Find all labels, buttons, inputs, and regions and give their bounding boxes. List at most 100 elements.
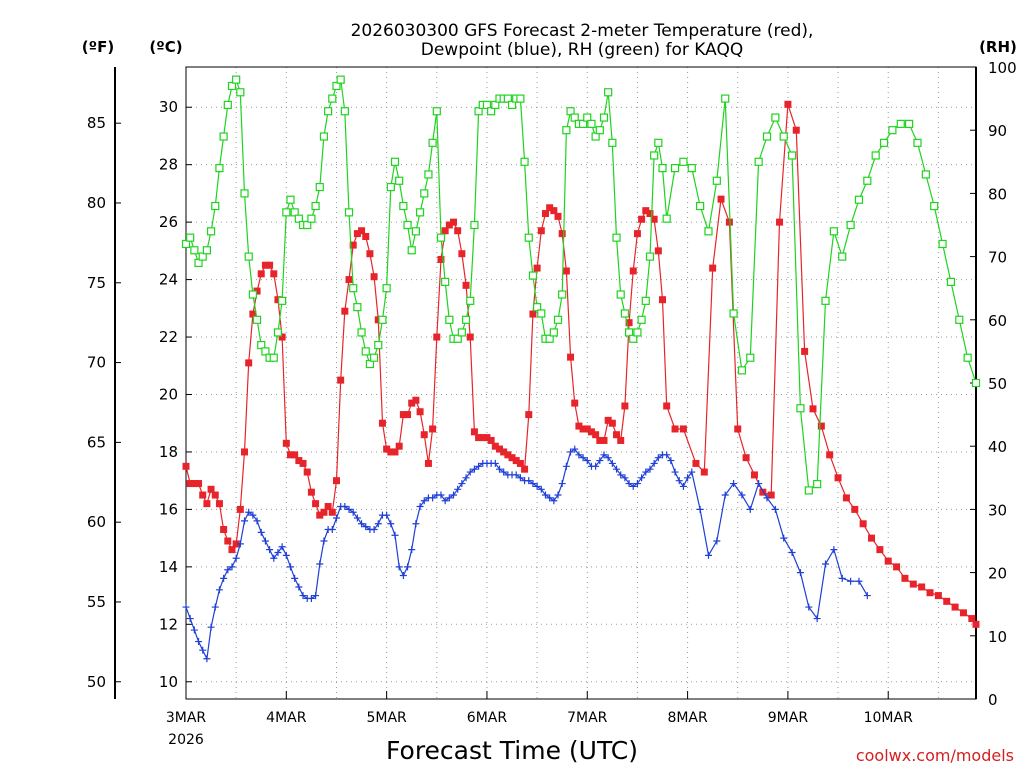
dewpoint-point xyxy=(395,563,403,571)
dewpoint-point xyxy=(328,526,336,534)
rh-point xyxy=(369,353,379,362)
dewpoint-point xyxy=(312,592,320,600)
celsius-tick-label: 22 xyxy=(159,328,178,346)
temperature-point xyxy=(353,230,361,238)
dewpoint-point xyxy=(704,551,712,559)
temperature-point xyxy=(236,505,244,513)
rh-point xyxy=(303,220,312,230)
temperature-point xyxy=(625,319,633,327)
rh-point xyxy=(813,480,822,489)
dewpoint-point xyxy=(362,523,370,531)
temperature-point xyxy=(312,500,320,508)
series-0 xyxy=(182,100,980,628)
dewpoint-point xyxy=(437,491,445,499)
rh-point xyxy=(654,138,663,147)
dewpoint-point xyxy=(529,480,537,488)
series-layer xyxy=(181,75,981,663)
rh-point xyxy=(240,189,249,198)
dewpoint-point xyxy=(546,494,554,502)
temperature-point xyxy=(918,583,926,591)
rh-tick-label: 80 xyxy=(988,185,1007,203)
temperature-point xyxy=(182,462,190,470)
rh-point xyxy=(403,220,412,230)
temperature-point xyxy=(959,609,967,617)
rh-point xyxy=(461,315,471,324)
temperature-point xyxy=(404,411,412,419)
fahrenheit-tick-label: 55 xyxy=(87,593,106,611)
rh-point xyxy=(599,113,609,122)
temperature-point xyxy=(525,411,533,419)
temperature-point xyxy=(324,503,332,511)
dewpoint-point xyxy=(738,491,746,499)
temperature-point xyxy=(554,212,562,220)
temperature-point xyxy=(692,459,700,467)
dewpoint-point xyxy=(796,569,804,577)
dewpoint-point xyxy=(316,560,324,568)
rh-point xyxy=(474,107,483,116)
rh-point xyxy=(282,208,291,217)
dewpoint-point xyxy=(516,474,524,482)
temperature-point xyxy=(186,480,194,488)
dewpoint-point xyxy=(207,623,215,631)
temperature-point xyxy=(533,264,541,272)
temperature-point xyxy=(441,227,449,235)
dewpoint-point xyxy=(625,480,633,488)
rh-point xyxy=(687,164,696,173)
rh-point xyxy=(729,309,738,318)
temperature-point xyxy=(257,270,265,278)
series-1 xyxy=(182,445,871,663)
temperature-point xyxy=(629,267,637,275)
dewpoint-point xyxy=(190,626,198,634)
rh-point xyxy=(181,239,191,249)
rh-point xyxy=(294,214,303,223)
temperature-point xyxy=(759,488,767,496)
dewpoint-point xyxy=(466,468,474,476)
rh-point xyxy=(390,157,400,166)
temperature-point xyxy=(646,210,654,218)
temperature-point xyxy=(512,457,520,465)
rh-point xyxy=(482,100,492,110)
dewpoint-point xyxy=(341,503,349,511)
rh-point xyxy=(520,157,529,166)
rh-point xyxy=(215,164,224,173)
temperature-point xyxy=(274,296,282,304)
temperature-point xyxy=(278,333,286,341)
dewpoint-point xyxy=(721,491,729,499)
dewpoint-point xyxy=(713,537,721,545)
dewpoint-point xyxy=(203,655,211,663)
x-tick-label: 6MAR xyxy=(467,710,508,726)
dewpoint-point xyxy=(650,459,658,467)
temperature-point xyxy=(399,411,407,419)
dewpoint-point xyxy=(282,551,290,559)
rh-point xyxy=(286,195,295,204)
celsius-unit-label: (ºC) xyxy=(149,38,182,56)
temperature-point xyxy=(420,431,428,439)
rh-point xyxy=(278,296,287,305)
dewpoint-point xyxy=(257,528,265,536)
temperature-point xyxy=(395,442,403,450)
rh-point xyxy=(273,328,283,337)
dewpoint-point xyxy=(299,592,307,600)
temperature-point xyxy=(299,459,307,467)
dewpoint-point xyxy=(236,540,244,548)
rh-point xyxy=(838,252,847,261)
dewpoint-point xyxy=(696,505,704,513)
rh-point xyxy=(206,227,216,236)
celsius-tick-label: 30 xyxy=(159,98,178,116)
temperature-point xyxy=(638,215,646,223)
rh-point xyxy=(407,246,416,255)
dewpoint-point xyxy=(320,537,328,545)
dewpoint-point xyxy=(600,451,608,459)
temperature-point xyxy=(249,310,257,318)
rh-point xyxy=(248,290,257,299)
rh-point xyxy=(591,132,600,141)
rh-point xyxy=(938,239,947,249)
temperature-point xyxy=(671,425,679,433)
celsius-tick-label: 12 xyxy=(159,615,178,633)
temperature-point xyxy=(934,592,942,600)
rh-point xyxy=(420,189,429,198)
dewpoint-point xyxy=(755,480,763,488)
temperature-point xyxy=(642,207,650,215)
rh-point xyxy=(549,328,558,337)
dewpoint-point xyxy=(228,563,236,571)
